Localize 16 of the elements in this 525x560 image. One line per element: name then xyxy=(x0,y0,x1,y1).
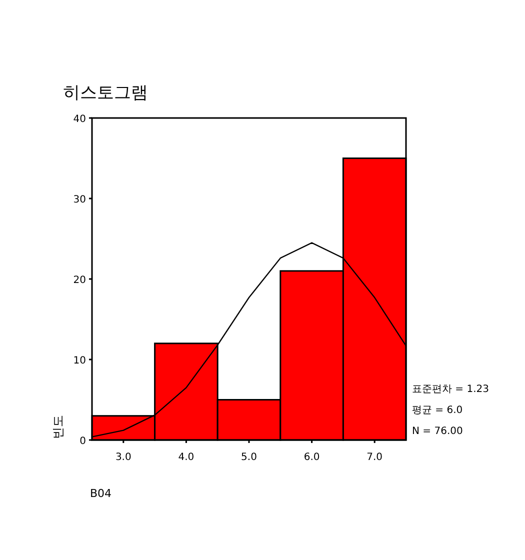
x-tick-label: 3.0 xyxy=(115,452,132,463)
x-axis-title: B04 xyxy=(90,487,112,500)
y-tick-label: 20 xyxy=(73,275,86,286)
x-tick-label: 5.0 xyxy=(241,452,257,463)
x-tick-label: 7.0 xyxy=(366,452,383,463)
chart-title: 히스토그램 xyxy=(63,83,148,103)
text: 표준편차 = 1.23 xyxy=(412,384,490,395)
x-tick-label: 4.0 xyxy=(178,452,194,463)
text: N = 76.00 xyxy=(412,426,463,437)
x-tick-label: 6.0 xyxy=(304,452,320,463)
text: 평균 = 6.0 xyxy=(412,405,463,416)
y-tick-label: 10 xyxy=(73,356,86,366)
y-axis-title: 빈도 xyxy=(51,415,65,439)
y-tick-label: 40 xyxy=(73,114,86,125)
y-tick-label: 30 xyxy=(73,194,86,206)
y-tick-label: 0 xyxy=(80,436,86,447)
